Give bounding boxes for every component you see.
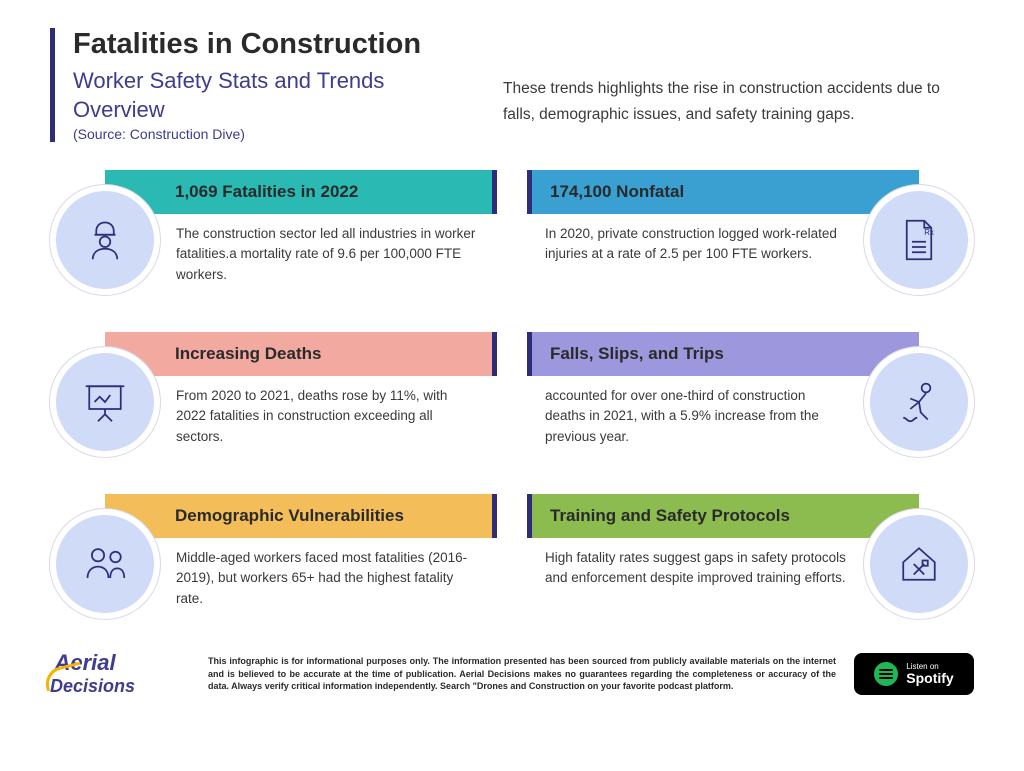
card-desc: Middle-aged workers faced most fatalitie… xyxy=(160,538,497,609)
people-icon xyxy=(50,509,160,619)
svg-text:Rx: Rx xyxy=(924,228,934,237)
footer: Aerial Decisions This infographic is for… xyxy=(50,650,974,697)
worker-icon xyxy=(50,185,160,295)
card-desc: From 2020 to 2021, deaths rose by 11%, w… xyxy=(160,376,497,447)
card-title-bar: 174,100 Nonfatal xyxy=(527,170,919,214)
card-increasing-deaths: Increasing Deaths From 2020 to 2021, dea… xyxy=(50,332,497,472)
house-tools-icon xyxy=(864,509,974,619)
card-body: 1,069 Fatalities in 2022 The constructio… xyxy=(160,170,497,310)
card-title-bar: Demographic Vulnerabilities xyxy=(105,494,497,538)
spotify-icon xyxy=(874,662,898,686)
spotify-text: Listen on Spotify xyxy=(906,663,953,685)
disclaimer-text: This infographic is for informational pu… xyxy=(208,655,836,691)
spotify-big: Spotify xyxy=(906,671,953,685)
page-title: Fatalities in Construction xyxy=(73,28,473,61)
spotify-badge[interactable]: Listen on Spotify xyxy=(854,653,974,695)
card-demographic: Demographic Vulnerabilities Middle-aged … xyxy=(50,494,497,634)
card-title-bar: Falls, Slips, and Trips xyxy=(527,332,919,376)
card-title: Demographic Vulnerabilities xyxy=(175,506,404,526)
card-desc: The construction sector led all industri… xyxy=(160,214,497,285)
card-title: 1,069 Fatalities in 2022 xyxy=(175,182,358,202)
card-training: Training and Safety Protocols High fatal… xyxy=(527,494,974,634)
card-falls: Falls, Slips, and Trips accounted for ov… xyxy=(527,332,974,472)
page-subtitle: Worker Safety Stats and Trends Overview xyxy=(73,67,473,124)
presentation-chart-icon xyxy=(50,347,160,457)
card-desc: In 2020, private construction logged wor… xyxy=(527,214,864,265)
header-left: Fatalities in Construction Worker Safety… xyxy=(73,28,473,142)
card-body: Increasing Deaths From 2020 to 2021, dea… xyxy=(160,332,497,472)
card-desc: High fatality rates suggest gaps in safe… xyxy=(527,538,864,589)
card-grid: 1,069 Fatalities in 2022 The constructio… xyxy=(50,170,974,634)
header-description: These trends highlights the rise in cons… xyxy=(503,76,974,127)
card-title-bar: Increasing Deaths xyxy=(105,332,497,376)
card-title-bar: Training and Safety Protocols xyxy=(527,494,919,538)
card-nonfatal: Rx 174,100 Nonfatal In 2020, private con… xyxy=(527,170,974,310)
brand-logo: Aerial Decisions xyxy=(50,650,190,697)
card-fatalities: 1,069 Fatalities in 2022 The constructio… xyxy=(50,170,497,310)
card-title: Increasing Deaths xyxy=(175,344,321,364)
card-body: 174,100 Nonfatal In 2020, private constr… xyxy=(527,170,864,310)
document-icon: Rx xyxy=(864,185,974,295)
card-title-bar: 1,069 Fatalities in 2022 xyxy=(105,170,497,214)
header: Fatalities in Construction Worker Safety… xyxy=(50,28,974,142)
source-text: (Source: Construction Dive) xyxy=(73,126,473,142)
card-body: Falls, Slips, and Trips accounted for ov… xyxy=(527,332,864,472)
card-body: Training and Safety Protocols High fatal… xyxy=(527,494,864,634)
header-right: These trends highlights the rise in cons… xyxy=(503,28,974,142)
card-title: Falls, Slips, and Trips xyxy=(550,344,724,364)
falling-person-icon xyxy=(864,347,974,457)
card-desc: accounted for over one-third of construc… xyxy=(527,376,864,447)
card-title: 174,100 Nonfatal xyxy=(550,182,684,202)
card-title: Training and Safety Protocols xyxy=(550,506,790,526)
card-body: Demographic Vulnerabilities Middle-aged … xyxy=(160,494,497,634)
